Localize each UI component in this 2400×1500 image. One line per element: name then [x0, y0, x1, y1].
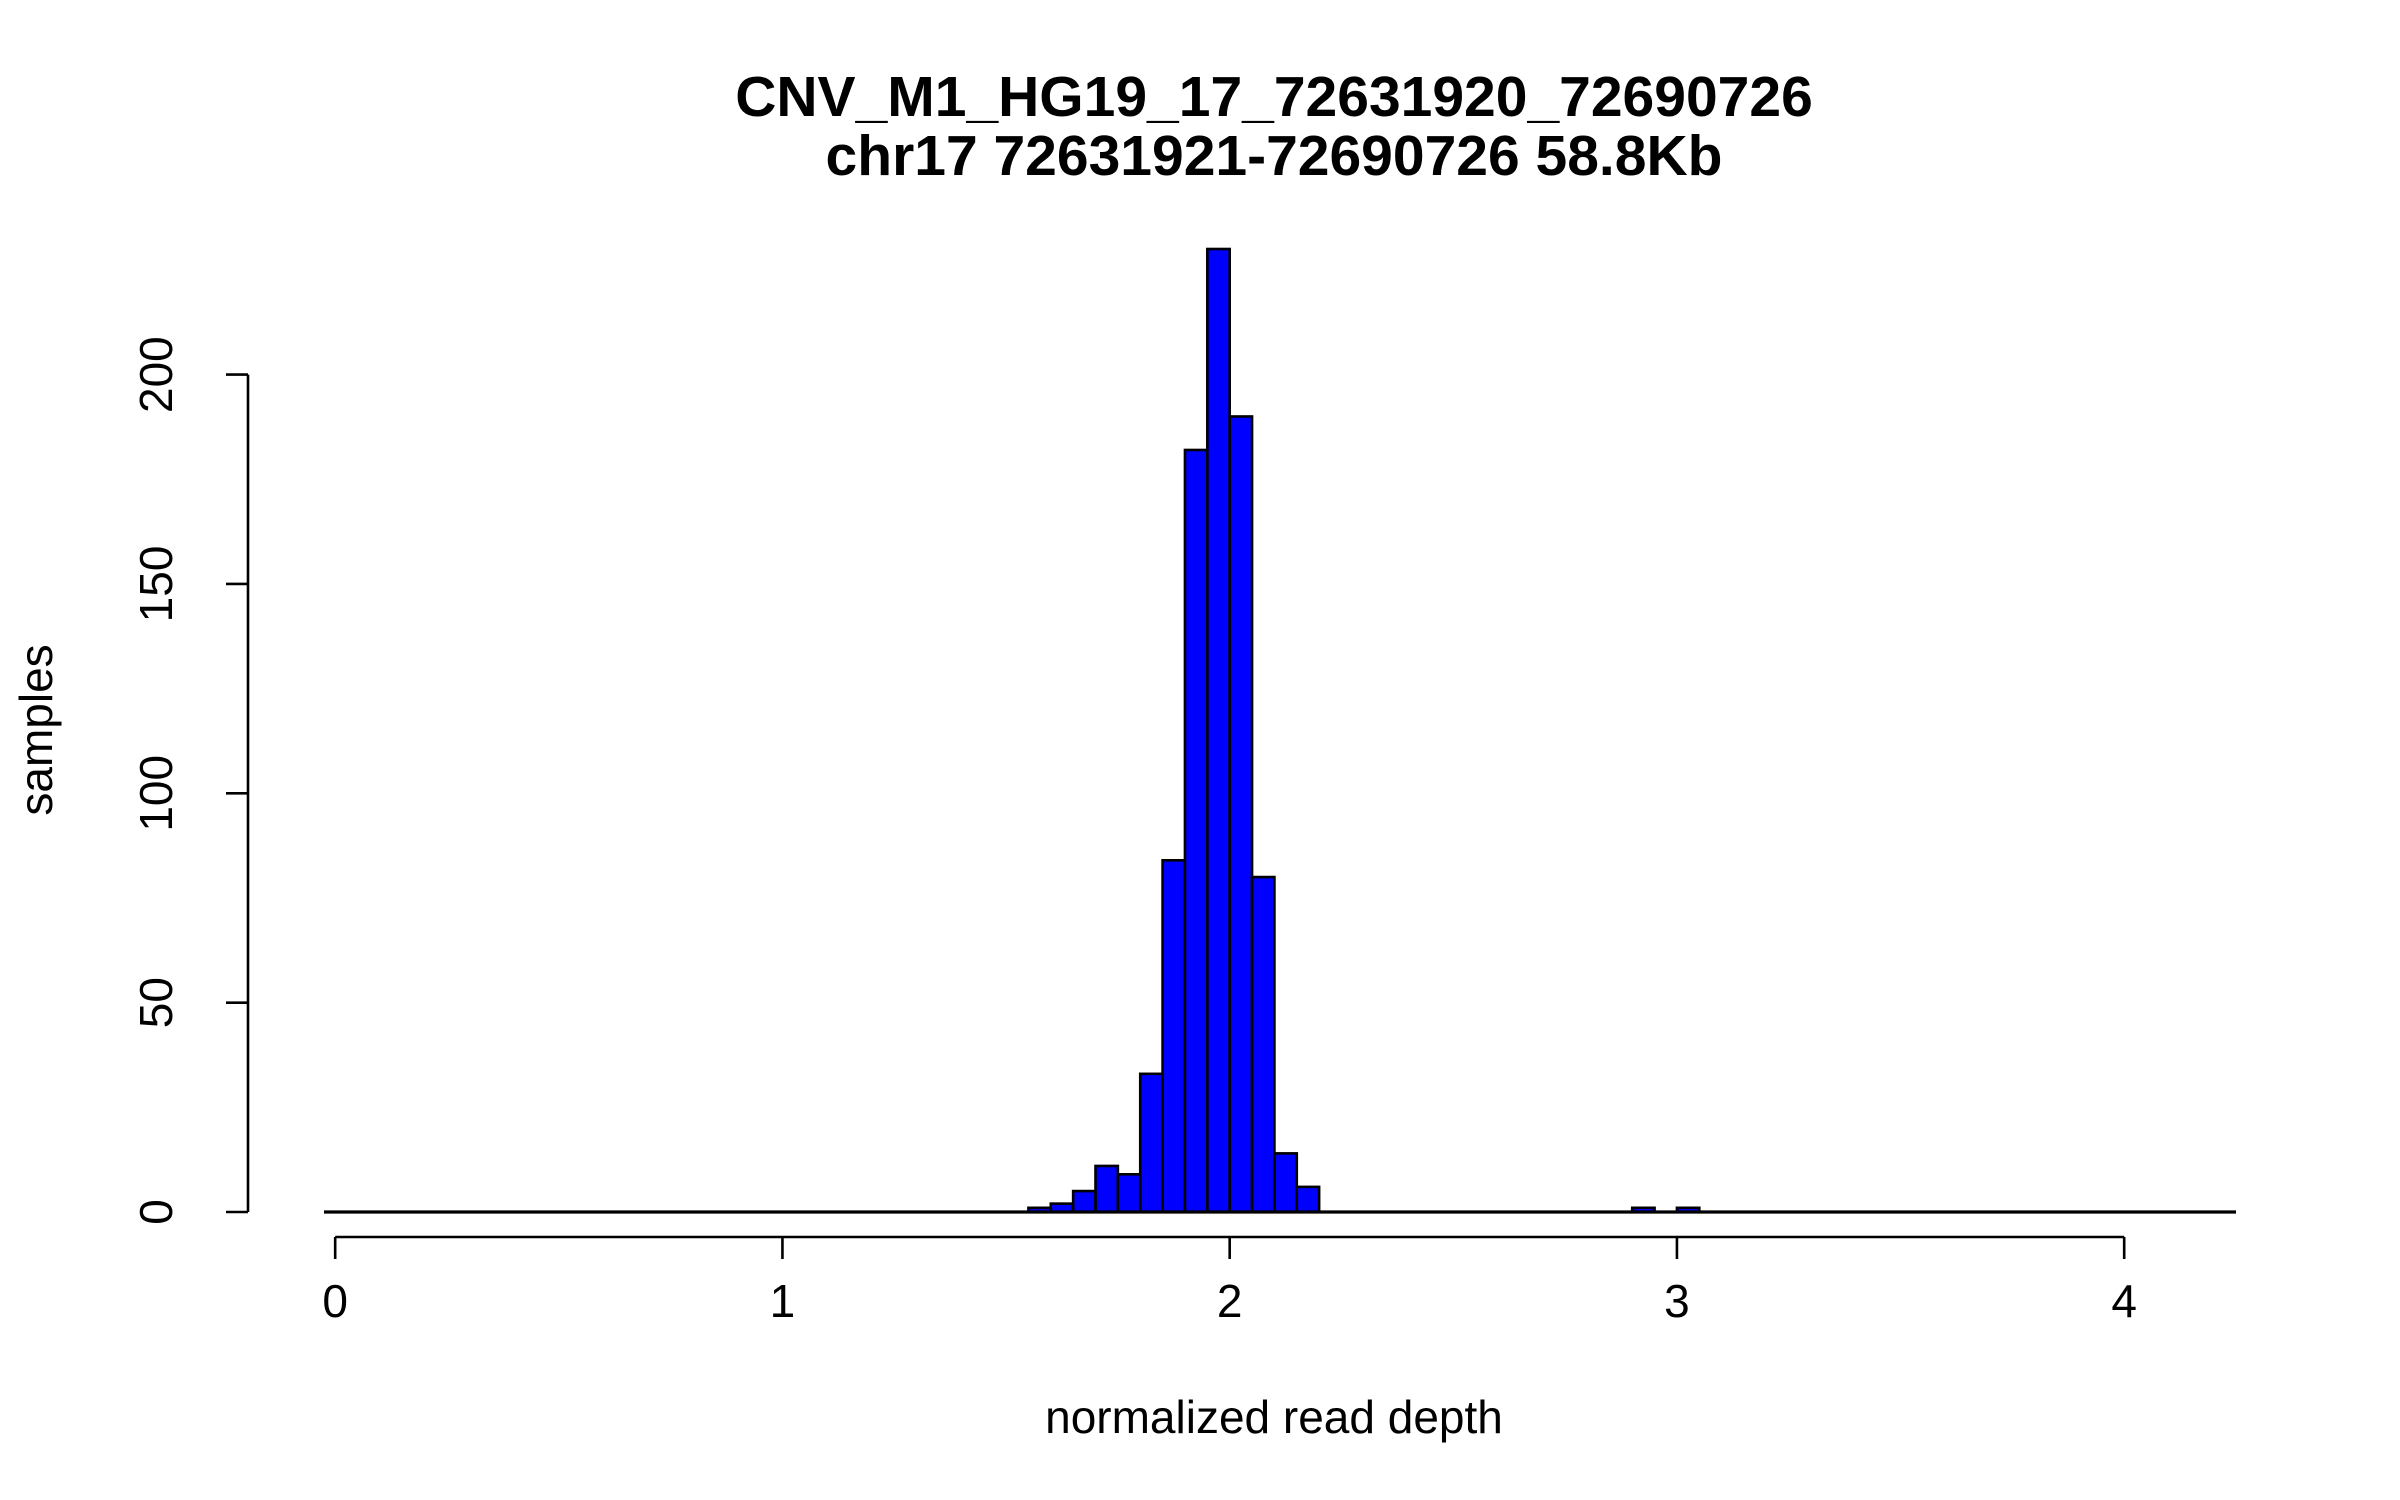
histogram-bar-2: [1071, 1189, 1097, 1214]
x-axis-label: normalized read depth: [1045, 1391, 1503, 1443]
x-tick-label: 0: [322, 1275, 348, 1327]
chart-title: CNV_M1_HG19_17_72631920_72690726: [735, 65, 1813, 129]
x-axis: 0 1 2 3 4: [322, 1235, 2137, 1327]
x-tick-label: 3: [1664, 1275, 1690, 1327]
histogram-bar-12: [1295, 1185, 1321, 1214]
x-tick-label: 2: [1217, 1275, 1243, 1327]
y-tick-label: 100: [130, 755, 182, 832]
histogram-bar-4: [1116, 1173, 1142, 1214]
histogram-bar-9: [1228, 415, 1254, 1214]
y-tick-label: 50: [130, 977, 182, 1028]
histogram-bar-7: [1183, 448, 1209, 1214]
chart-subtitle: chr17 72631921-72690726 58.8Kb: [826, 124, 1723, 188]
y-axis: 0 50 100 150 200: [130, 336, 250, 1225]
histogram-bar-3: [1094, 1164, 1120, 1214]
histogram-bar-6: [1161, 858, 1187, 1214]
histogram-bar-8: [1206, 247, 1231, 1214]
y-tick-label: 0: [130, 1199, 182, 1225]
x-tick-label: 1: [770, 1275, 796, 1327]
histogram-bar-5: [1138, 1072, 1164, 1214]
y-tick-label: 200: [130, 336, 182, 413]
y-axis-label: samples: [10, 644, 62, 815]
bars-group: [1027, 247, 1701, 1214]
y-tick-label: 150: [130, 546, 182, 623]
histogram-bar-11: [1273, 1152, 1299, 1214]
x-tick-label: 4: [2111, 1275, 2137, 1327]
histogram-bar-10: [1250, 875, 1276, 1214]
